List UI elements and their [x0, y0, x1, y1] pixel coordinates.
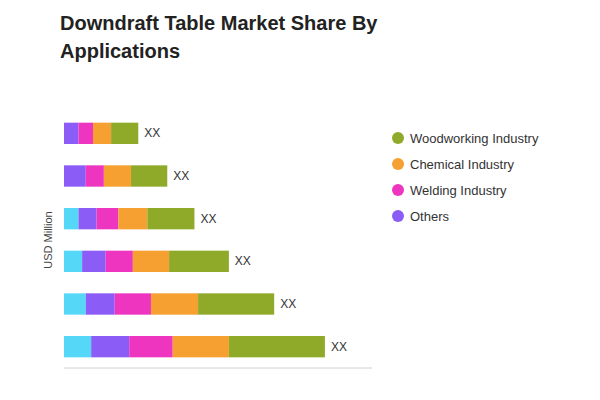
- bar-segment: [111, 123, 138, 144]
- legend-marker: [392, 184, 404, 196]
- bar-segment: [86, 293, 115, 314]
- bar-segment: [118, 208, 147, 229]
- bar-annotation: XX: [280, 297, 296, 311]
- bar-segment: [64, 123, 78, 144]
- bar-segment: [91, 336, 129, 357]
- bar-segment: [97, 208, 119, 229]
- bar-annotation: XX: [235, 254, 251, 268]
- legend-marker: [392, 132, 404, 144]
- subtitle: Applications: [60, 40, 180, 62]
- bar-segment: [229, 336, 325, 357]
- bar-segment: [104, 165, 131, 186]
- bar-segment: [78, 208, 96, 229]
- bar-segment: [169, 251, 229, 272]
- chart-container: Downdraft Table Market Share By Applicati…: [0, 0, 600, 400]
- legend-label: Others: [410, 209, 450, 224]
- bar-segment: [151, 293, 198, 314]
- bar-segment: [115, 293, 151, 314]
- bar-segment: [64, 165, 86, 186]
- bar-segment: [147, 208, 194, 229]
- bar-segment: [82, 251, 106, 272]
- legend-marker: [392, 210, 404, 222]
- bar-segment: [86, 165, 104, 186]
- bar-segment: [129, 336, 172, 357]
- legend-label: Chemical Industry: [410, 157, 515, 172]
- legend-label: Welding Industry: [410, 183, 507, 198]
- bar-segment: [133, 251, 169, 272]
- bar-segment: [93, 123, 111, 144]
- chart-svg: Downdraft Table Market Share By Applicati…: [0, 0, 600, 400]
- bar-annotation: XX: [173, 169, 189, 183]
- bars: [64, 123, 325, 358]
- bar-annotation: XX: [200, 212, 216, 226]
- bar-segment: [106, 251, 133, 272]
- bar-segment: [78, 123, 92, 144]
- bar-segment: [173, 336, 229, 357]
- legend: Woodworking Industry Chemical Industry Wel…: [392, 131, 539, 224]
- bar-segment: [64, 251, 82, 272]
- bar-segment: [131, 165, 167, 186]
- legend-marker: [392, 158, 404, 170]
- x-axis-line: [64, 368, 372, 369]
- bar-segment: [64, 336, 91, 357]
- title: Downdraft Table Market Share By: [60, 12, 378, 34]
- y-axis-label: USD Million: [42, 211, 54, 268]
- bar-segment: [64, 293, 86, 314]
- bar-annotation: XX: [331, 340, 347, 354]
- bar-segment: [198, 293, 274, 314]
- bar-segment: [64, 208, 78, 229]
- bar-annotation: XX: [144, 126, 160, 140]
- legend-label: Woodworking Industry: [410, 131, 539, 146]
